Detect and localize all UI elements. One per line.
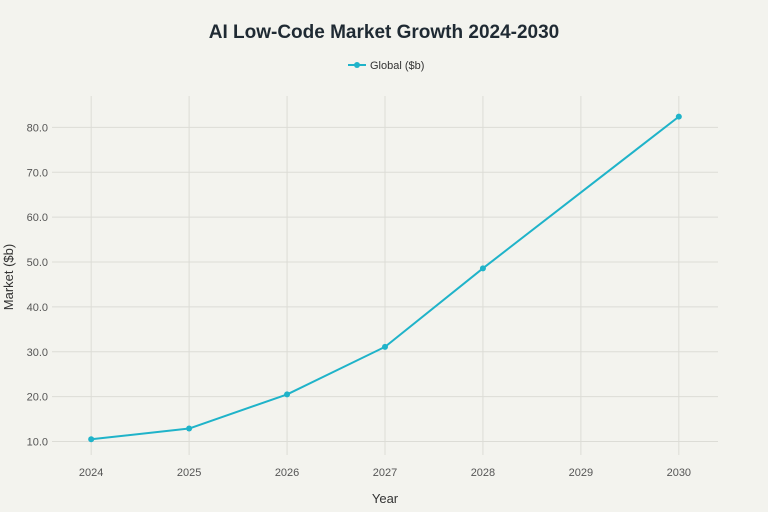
- x-tick-label: 2024: [79, 467, 103, 479]
- series-layer: [88, 113, 682, 443]
- legend-label: Global ($b): [370, 60, 424, 72]
- data-point[interactable]: [88, 436, 95, 443]
- grid: [52, 96, 718, 455]
- y-tick-label: 70.0: [27, 167, 48, 179]
- y-axis-title: Market ($b): [1, 244, 16, 310]
- x-tick-label: 2027: [373, 467, 397, 479]
- chart-title: AI Low-Code Market Growth 2024-2030: [209, 22, 560, 43]
- x-tick-label: 2026: [275, 467, 299, 479]
- y-tick-label: 80.0: [27, 122, 48, 134]
- y-tick-label: 50.0: [27, 257, 48, 269]
- y-tick-label: 20.0: [27, 392, 48, 404]
- data-point[interactable]: [284, 391, 291, 398]
- tick-labels: 2024 2025 2026 2027 2028 2029 2030 10.0 20.0 30.0…: [27, 122, 691, 479]
- y-tick-label: 30.0: [27, 347, 48, 359]
- data-point[interactable]: [675, 113, 682, 120]
- data-point[interactable]: [382, 343, 388, 350]
- legend-marker-icon: [354, 62, 360, 68]
- legend: Global ($b): [348, 60, 424, 72]
- x-tick-label: 2025: [177, 467, 201, 479]
- data-point[interactable]: [186, 425, 193, 432]
- data-point[interactable]: [479, 265, 486, 272]
- x-tick-label: 2030: [667, 467, 691, 479]
- series-line: [91, 115, 680, 441]
- y-tick-label: 10.0: [27, 437, 48, 449]
- y-tick-label: 40.0: [27, 302, 48, 314]
- x-tick-label: 2029: [569, 467, 593, 479]
- x-axis-title: Year: [372, 491, 399, 506]
- y-tick-label: 60.0: [27, 212, 48, 224]
- x-tick-label: 2028: [471, 467, 495, 479]
